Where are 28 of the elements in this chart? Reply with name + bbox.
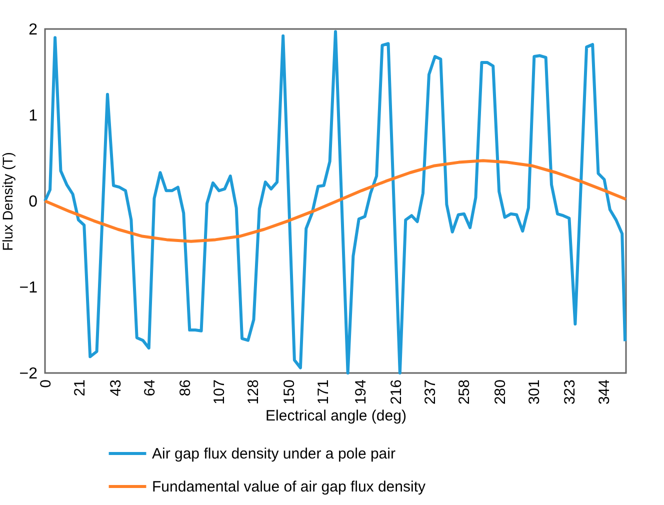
x-tick-label: 171 [315, 380, 332, 405]
x-tick-label: 280 [492, 380, 509, 405]
x-tick-label: 64 [141, 380, 158, 396]
x-tick-label: 150 [280, 380, 298, 405]
y-tick-label: −1 [19, 280, 38, 296]
x-tick-label: 323 [562, 380, 579, 405]
y-tick-label: 0 [28, 194, 38, 210]
x-tick-label: 216 [388, 380, 406, 405]
x-tick-label: 344 [596, 380, 613, 405]
x-tick-label: 107 [211, 380, 228, 405]
x-axis-title: Electrical angle (deg) [266, 408, 406, 425]
line-series [44, 159, 628, 243]
x-tick-label: 301 [526, 380, 543, 405]
y-tick-label: 1 [28, 108, 38, 124]
x-tick-label: 237 [422, 380, 440, 405]
x-tick-label: 0 [38, 380, 54, 388]
x-tick-label: 43 [107, 380, 124, 396]
x-tick-label: 21 [72, 380, 89, 396]
x-tick-label: 194 [352, 380, 370, 405]
legend-label: Air gap flux density under a pole pair [152, 446, 396, 462]
y-tick-label: 2 [28, 22, 38, 38]
line-series [44, 30, 627, 374]
x-tick-label: 86 [177, 380, 194, 396]
x-tick-label: 258 [456, 380, 474, 405]
legend-label: Fundamental value of air gap flux density [152, 478, 426, 496]
y-axis-title: Flux Density (T) [0, 152, 16, 251]
y-tick-label: −2 [19, 366, 38, 382]
x-tick-label: 128 [245, 380, 262, 405]
